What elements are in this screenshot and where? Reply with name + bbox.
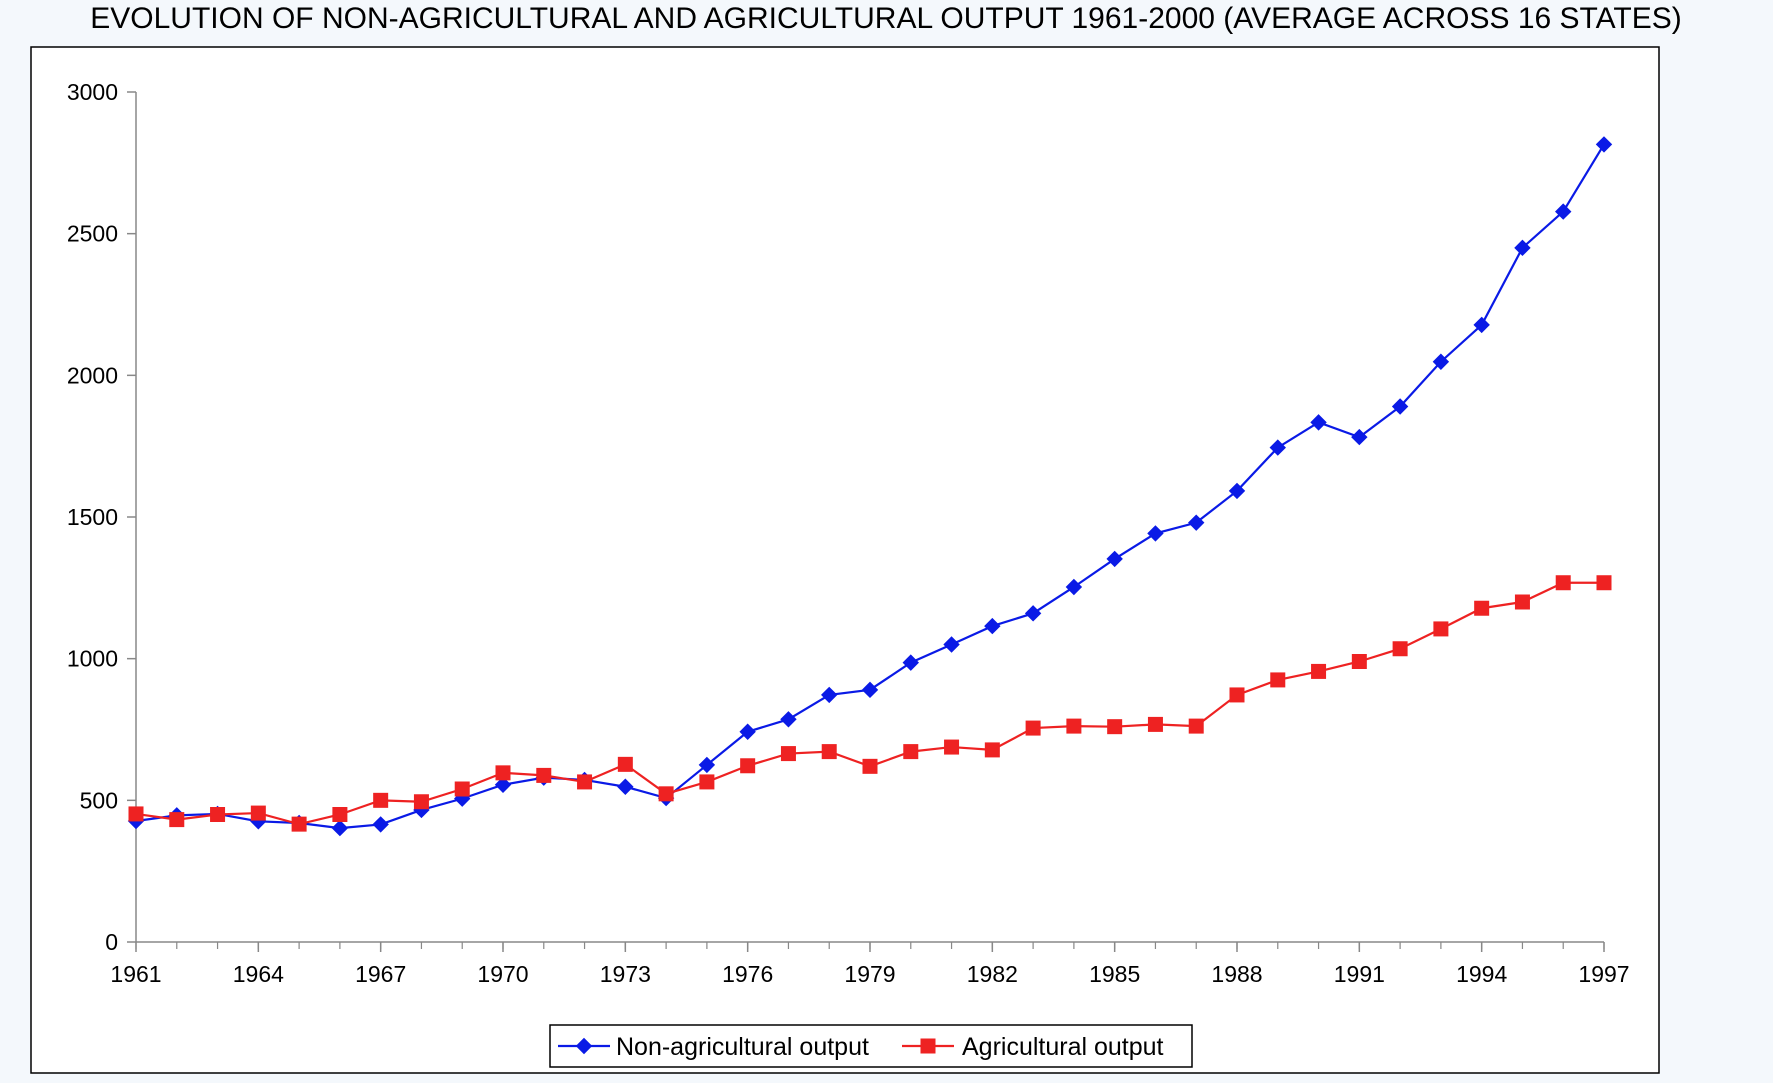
data-point [1066,718,1082,734]
data-point [780,746,796,762]
data-point [1351,654,1367,669]
data-point [1433,621,1449,637]
data-point [1474,600,1490,616]
data-point [1596,575,1612,591]
data-point [902,654,919,671]
x-tick-label: 1982 [967,961,1018,987]
y-tick-label: 3000 [67,79,118,105]
data-point [861,681,879,699]
x-tick-label: 1961 [110,961,161,987]
data-point [536,767,552,783]
data-point [1514,594,1530,610]
data-point [1228,482,1246,500]
y-tick-label: 500 [80,787,118,813]
x-tick-label: 1997 [1578,961,1629,987]
data-point [1311,663,1327,679]
data-point [699,774,715,790]
data-point [1269,439,1286,456]
data-point [1270,672,1286,688]
data-point [739,723,756,740]
data-point [903,744,919,760]
y-tick-label: 2000 [67,362,118,388]
data-point [944,739,960,755]
data-point [373,792,389,808]
series-2 [128,575,1612,832]
chart-frame [30,46,1660,1074]
legend-marker [920,1038,936,1054]
chart-title: EVOLUTION OF NON-AGRICULTURAL AND AGRICU… [90,2,1682,35]
legend-entry-1: Non-agricultural output [558,1033,869,1061]
data-point [780,711,797,728]
data-point [454,781,470,797]
data-point [1106,550,1123,568]
data-point [1391,398,1409,415]
axes: 0 500 1000 1500 2000 2500 3000 1961 1964 1967 1970… [67,79,1630,987]
x-tick-label: 1973 [600,961,651,987]
x-tick-label: 1994 [1456,961,1507,987]
y-tick-label: 1000 [67,646,118,672]
legend-box [549,1024,1193,1068]
y-tick-label: 2500 [67,221,118,247]
data-point [617,778,634,795]
legend-marker [575,1037,593,1055]
data-point [494,776,512,793]
data-point [1188,514,1205,531]
data-point [984,617,1001,635]
data-point [495,765,511,781]
y-tick-label: 1500 [67,504,118,530]
data-point [1147,525,1164,542]
data-point [1473,316,1490,334]
x-tick-label: 1970 [477,961,528,987]
data-point [413,794,429,810]
x-tick-label: 1976 [722,961,773,987]
x-tick-label: 1967 [355,961,406,987]
legend: Non-agricultural output Agricultural outp… [549,1024,1193,1068]
x-tick-label: 1964 [233,961,284,987]
data-point [1432,353,1450,370]
data-point [740,758,756,774]
data-point [1147,716,1163,732]
data-point [1310,414,1327,431]
x-tick-label: 1979 [844,961,895,987]
data-point [821,686,838,704]
data-point [169,812,185,828]
x-tick-label: 1985 [1089,961,1140,987]
data-point [1025,720,1041,736]
data-point [1229,687,1245,703]
data-point [1351,428,1368,446]
data-point [1107,719,1123,735]
data-point [1024,605,1042,622]
data-point [658,786,674,802]
data-point [1065,578,1083,596]
legend-entry-2: Agricultural output [902,1033,1164,1061]
data-point [1555,575,1571,591]
data-point [617,756,633,772]
series-layer [127,136,1613,837]
data-point [372,816,389,833]
y-tick-label: 0 [105,929,118,955]
data-point [210,807,226,822]
legend-label: Agricultural output [962,1033,1164,1061]
data-point [128,806,144,822]
data-point [943,636,960,653]
legend-label: Non-agricultural output [616,1033,869,1061]
data-point [1595,136,1613,153]
data-point [984,742,1000,758]
x-tick-label: 1991 [1334,961,1385,987]
data-point [332,807,348,822]
data-point [577,774,593,790]
data-point [1555,203,1572,220]
data-point [698,756,716,774]
data-point [862,758,878,774]
data-point [1514,239,1531,257]
data-point [250,805,266,821]
data-point [291,816,307,832]
data-point [331,819,349,837]
data-point [1188,718,1204,734]
x-tick-label: 1988 [1211,961,1262,987]
data-point [1392,641,1408,657]
data-point [821,744,837,760]
